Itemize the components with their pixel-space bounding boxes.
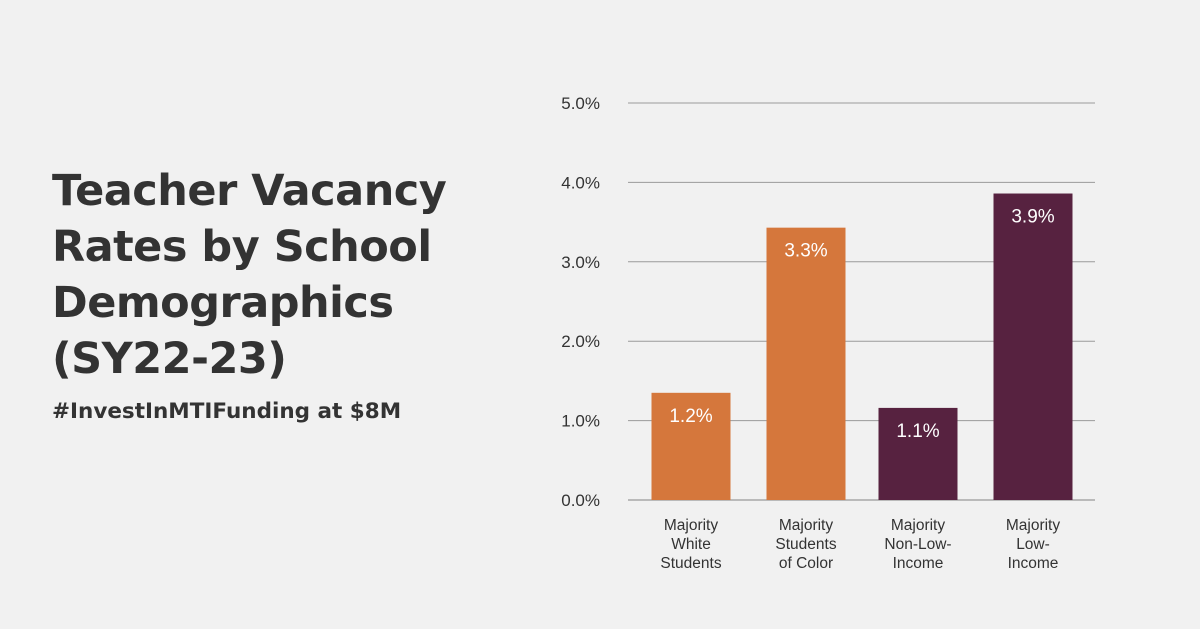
x-category-label: Students xyxy=(660,555,721,572)
x-category-label: Majority xyxy=(891,517,946,534)
title-line: Rates by School xyxy=(52,222,432,272)
bar xyxy=(878,407,958,500)
chart-title: Teacher Vacancy Rates by School Demograp… xyxy=(52,163,522,387)
title-line: Demographics xyxy=(52,278,394,328)
bar-value-label: 3.9% xyxy=(1011,207,1054,228)
x-category-label: Majority xyxy=(664,517,719,534)
x-category-label: Income xyxy=(893,555,944,572)
x-category-label: Majority xyxy=(779,517,834,534)
bar xyxy=(766,227,846,500)
bar-value-label: 1.1% xyxy=(896,421,939,442)
x-category-label: Low- xyxy=(1016,536,1050,553)
x-category-label: Non-Low- xyxy=(884,536,951,553)
x-category-label: Students xyxy=(775,536,836,553)
hashtag-subtitle: #InvestInMTIFunding at $8M xyxy=(52,399,402,424)
y-tick-label: 0.0% xyxy=(561,491,600,510)
bar xyxy=(993,193,1073,501)
x-category-label: of Color xyxy=(779,555,833,572)
title-line: Teacher Vacancy xyxy=(52,166,447,216)
x-category-label: Income xyxy=(1008,555,1059,572)
y-tick-label: 3.0% xyxy=(561,253,600,272)
y-tick-label: 5.0% xyxy=(561,94,600,113)
title-line: (SY22-23) xyxy=(52,334,287,384)
bar xyxy=(651,392,731,500)
x-category-label: Majority xyxy=(1006,517,1061,534)
y-tick-label: 4.0% xyxy=(561,173,600,192)
y-tick-label: 2.0% xyxy=(561,332,600,351)
bar-value-label: 1.2% xyxy=(669,406,712,427)
y-tick-label: 1.0% xyxy=(561,412,600,431)
x-category-label: White xyxy=(671,536,711,553)
bar-value-label: 3.3% xyxy=(784,241,827,262)
